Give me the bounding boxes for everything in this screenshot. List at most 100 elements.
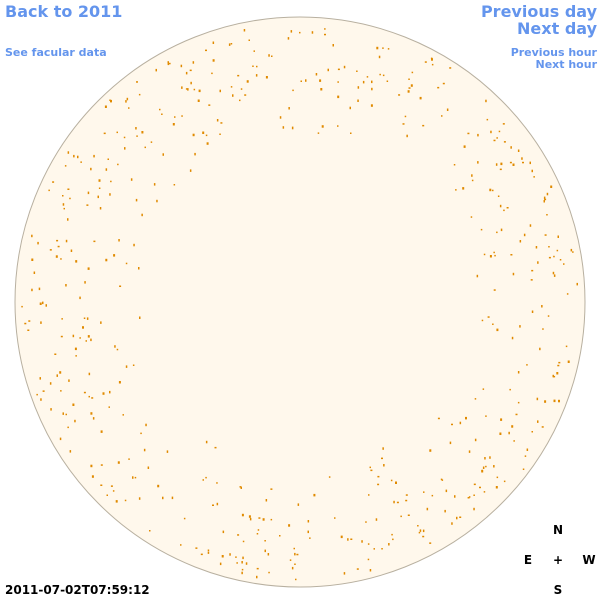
facula	[193, 88, 196, 91]
facula	[462, 187, 465, 190]
facula	[31, 234, 33, 238]
facula	[145, 423, 147, 427]
facula	[506, 207, 509, 209]
facula	[185, 71, 188, 75]
facula	[410, 84, 413, 87]
facula	[441, 479, 444, 481]
facula	[202, 131, 205, 134]
facula	[379, 73, 381, 76]
facula	[512, 272, 515, 276]
facula	[48, 189, 50, 192]
next-hour-link[interactable]: Next hour	[536, 58, 598, 71]
facula	[287, 37, 290, 40]
facula	[65, 413, 67, 416]
facula	[98, 187, 101, 189]
facula	[256, 567, 259, 570]
facula	[570, 248, 573, 252]
facular-link[interactable]: See facular data	[5, 46, 107, 59]
facula	[24, 322, 27, 325]
facula	[377, 475, 380, 478]
facula	[63, 207, 65, 210]
previous-day-link[interactable]: Previous day	[481, 2, 598, 21]
facula	[88, 395, 90, 398]
facula	[85, 340, 87, 342]
facula	[109, 193, 111, 196]
facula	[256, 575, 258, 579]
facula	[60, 335, 63, 338]
next-day-link[interactable]: Next day	[517, 19, 598, 38]
facula	[431, 58, 433, 61]
back-link[interactable]: Back to 2011	[5, 2, 122, 21]
facula	[513, 440, 515, 442]
facula	[161, 113, 163, 115]
facula	[136, 135, 138, 137]
facula	[386, 80, 389, 82]
facula	[509, 161, 512, 164]
facula	[543, 196, 546, 200]
facula	[117, 163, 119, 166]
facula	[456, 516, 458, 520]
facula	[139, 316, 141, 319]
facula	[122, 414, 124, 416]
facula	[515, 413, 518, 416]
facula	[382, 447, 384, 450]
facula	[86, 204, 89, 206]
facula	[419, 529, 422, 532]
facula	[216, 502, 219, 506]
facula	[172, 123, 175, 126]
facula	[77, 155, 79, 159]
facula	[395, 481, 397, 484]
facula	[453, 164, 456, 166]
facula	[105, 258, 108, 262]
facula	[493, 251, 495, 254]
facula	[543, 200, 545, 203]
facula	[572, 251, 574, 253]
facula	[214, 446, 217, 449]
facula	[556, 372, 559, 375]
facula	[64, 165, 67, 167]
facula	[40, 398, 42, 401]
facula	[291, 127, 294, 130]
facula	[548, 246, 550, 248]
facula	[135, 198, 138, 202]
compass-center: +	[553, 553, 563, 567]
facula	[502, 123, 505, 125]
facula	[381, 548, 383, 550]
facula	[496, 476, 499, 479]
facula	[530, 279, 533, 281]
facula	[440, 478, 443, 481]
facula	[80, 161, 82, 163]
facula	[100, 464, 103, 466]
facula	[396, 501, 399, 504]
facula	[237, 74, 240, 77]
facula	[112, 490, 115, 492]
facula	[90, 167, 92, 171]
facula	[548, 256, 551, 259]
facula	[116, 131, 118, 134]
facula	[517, 371, 520, 374]
facula	[334, 517, 336, 519]
facula	[541, 426, 544, 428]
facula	[405, 494, 408, 496]
facula	[468, 496, 471, 498]
facula	[499, 168, 502, 171]
facula	[125, 262, 128, 265]
facula	[291, 126, 294, 129]
facula	[445, 489, 448, 493]
facula	[529, 224, 532, 227]
facula	[86, 317, 89, 320]
facula	[219, 562, 222, 566]
facula	[128, 458, 130, 460]
facula	[157, 484, 160, 488]
previous-hour-link[interactable]: Previous hour	[511, 46, 598, 59]
facula	[118, 239, 120, 242]
facula	[294, 552, 296, 556]
facula	[517, 149, 520, 152]
facula	[367, 558, 370, 561]
facula	[519, 325, 521, 328]
facula	[537, 261, 539, 264]
facula	[350, 132, 352, 134]
facula	[173, 184, 176, 186]
facula	[180, 544, 182, 546]
facula	[92, 417, 95, 420]
